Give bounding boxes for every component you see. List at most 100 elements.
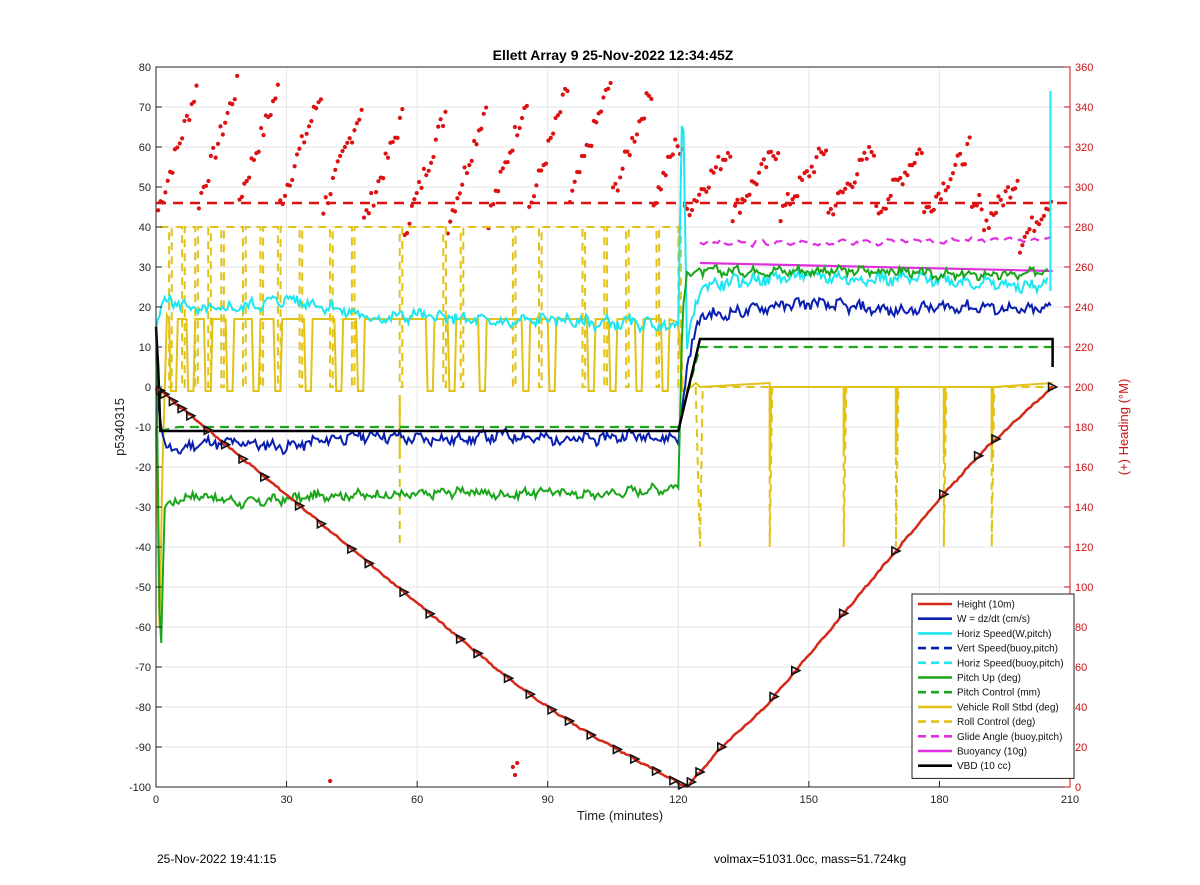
heading-point bbox=[723, 157, 728, 162]
height-marker bbox=[503, 672, 515, 684]
heading-point bbox=[421, 166, 426, 172]
heading-point bbox=[381, 176, 386, 181]
heading-point bbox=[553, 115, 558, 121]
heading-point bbox=[919, 150, 924, 156]
heading-point bbox=[756, 170, 762, 175]
heading-point bbox=[807, 174, 812, 179]
heading-point bbox=[685, 206, 690, 212]
heading-point bbox=[718, 167, 723, 172]
heading-point bbox=[433, 137, 438, 142]
height-marker bbox=[260, 471, 271, 483]
heading-point bbox=[764, 165, 769, 170]
heading-point bbox=[950, 171, 956, 176]
heading-point bbox=[981, 228, 987, 233]
heading-point bbox=[455, 196, 460, 201]
heading-point bbox=[414, 190, 419, 196]
y-tick-label: 60 bbox=[139, 142, 151, 154]
heading-point bbox=[938, 197, 944, 202]
heading-point bbox=[874, 203, 879, 209]
heading-point bbox=[979, 207, 984, 212]
height-line bbox=[155, 385, 1054, 788]
legend-box bbox=[911, 593, 1075, 779]
heading-point bbox=[630, 135, 635, 141]
x-tick-label: 120 bbox=[669, 794, 687, 806]
y2-tick-label: 120 bbox=[1075, 542, 1093, 554]
heading-point bbox=[211, 145, 216, 151]
heading-point bbox=[620, 166, 625, 171]
height-marker bbox=[612, 744, 624, 755]
heading-point bbox=[570, 188, 575, 193]
y2-tick-label: 0 bbox=[1075, 782, 1081, 794]
heading-point bbox=[510, 148, 515, 153]
heading-point bbox=[761, 157, 766, 162]
heading-point bbox=[448, 219, 453, 224]
heading-point bbox=[732, 203, 738, 208]
height-marker bbox=[1047, 381, 1059, 393]
heading-point bbox=[326, 201, 331, 206]
heading-point bbox=[345, 140, 350, 145]
heading-point bbox=[495, 189, 501, 194]
heading-point bbox=[675, 144, 680, 149]
height-marker bbox=[791, 665, 802, 676]
height-marker bbox=[891, 545, 902, 557]
heading-point bbox=[349, 140, 355, 145]
heading-point bbox=[235, 73, 240, 78]
heading-point bbox=[359, 107, 364, 112]
heading-point bbox=[256, 149, 261, 154]
heading-point bbox=[606, 86, 611, 91]
y2-tick-label: 300 bbox=[1075, 182, 1093, 194]
heading-point bbox=[773, 156, 778, 162]
y-tick-label: 20 bbox=[139, 302, 151, 314]
heading-point bbox=[481, 111, 486, 116]
heading-point bbox=[800, 177, 805, 183]
x-tick-label: 60 bbox=[411, 794, 423, 806]
y-tick-label: 80 bbox=[139, 62, 151, 74]
y2-tick-label: 180 bbox=[1075, 422, 1093, 434]
heading-point bbox=[515, 760, 520, 766]
y-tick-label: -100 bbox=[129, 782, 151, 794]
heading-point bbox=[823, 148, 829, 153]
heading-point bbox=[438, 117, 443, 122]
heading-point bbox=[730, 219, 735, 224]
heading-point bbox=[385, 155, 391, 160]
heading-point bbox=[347, 136, 352, 141]
height-marker bbox=[525, 688, 537, 700]
heading-point bbox=[613, 181, 618, 186]
heading-point bbox=[443, 109, 448, 114]
heading-point bbox=[653, 201, 659, 206]
heading-point bbox=[1017, 250, 1023, 255]
heading-point bbox=[646, 93, 652, 98]
height-marker bbox=[220, 439, 232, 450]
y-tick-label: -80 bbox=[135, 702, 151, 714]
heading-point bbox=[608, 80, 613, 86]
y-tick-label: -10 bbox=[135, 422, 151, 434]
heading-point bbox=[407, 221, 412, 226]
y-tick-label: 40 bbox=[139, 222, 151, 234]
y2-tick-label: 360 bbox=[1075, 62, 1093, 74]
heading-point bbox=[795, 194, 800, 199]
heading-point bbox=[278, 198, 283, 203]
y2-tick-label: 160 bbox=[1075, 462, 1093, 474]
heading-point bbox=[323, 195, 328, 200]
y-tick-label: -40 bbox=[135, 542, 151, 554]
heading-point bbox=[287, 183, 292, 188]
heading-point bbox=[946, 184, 951, 190]
heading-point bbox=[232, 97, 237, 102]
heading-point bbox=[335, 159, 340, 164]
heading-point bbox=[986, 225, 991, 231]
heading-point bbox=[931, 207, 936, 212]
horiz-speed-line bbox=[155, 125, 1049, 350]
height-marker bbox=[425, 608, 436, 620]
heading-point bbox=[469, 158, 474, 163]
heading-point bbox=[364, 208, 369, 213]
heading-point bbox=[776, 151, 781, 156]
heading-point bbox=[539, 168, 544, 173]
y-tick-label: -70 bbox=[135, 662, 151, 674]
heading-point bbox=[213, 155, 218, 160]
heading-point bbox=[208, 153, 213, 158]
heading-point bbox=[309, 119, 314, 124]
heading-point bbox=[826, 210, 831, 215]
heading-point bbox=[273, 96, 278, 101]
heading-point bbox=[182, 118, 187, 124]
y2-tick-label: 320 bbox=[1075, 142, 1093, 154]
